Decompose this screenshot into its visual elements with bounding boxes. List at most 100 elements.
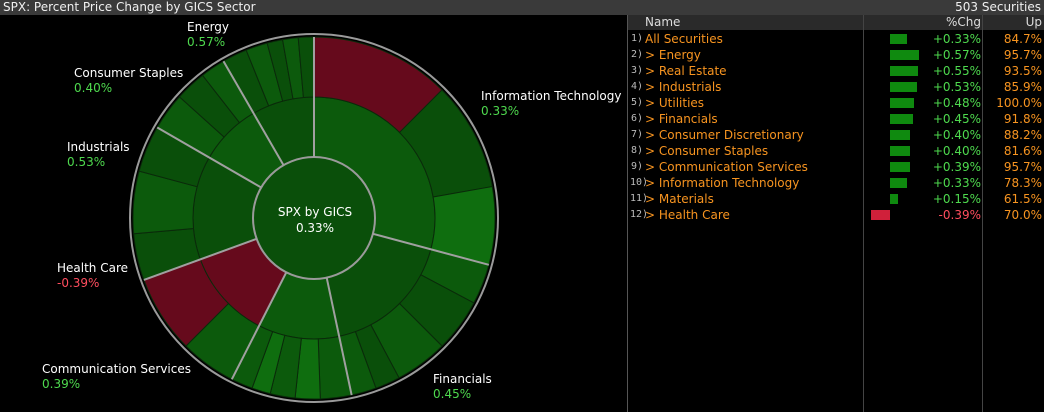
change-bar <box>890 98 914 108</box>
sector-label-health-care[interactable]: Health Care -0.39% <box>57 261 128 291</box>
row-up-pct: 85.9% <box>1003 80 1042 94</box>
sector-label-name: Energy <box>187 20 230 34</box>
row-change: +0.15% <box>932 192 981 206</box>
table-row[interactable]: 1) All Securities +0.33% 84.7% <box>628 31 1044 47</box>
row-name[interactable]: > Materials <box>645 192 714 206</box>
row-up-pct: 70.0% <box>1003 208 1042 222</box>
sector-label-information-technology[interactable]: Information Technology 0.33% <box>481 89 622 119</box>
row-name[interactable]: All Securities <box>645 32 723 46</box>
row-index: 1) <box>630 33 643 44</box>
sector-label-pct: 0.57% <box>187 35 226 49</box>
row-change: +0.33% <box>932 32 981 46</box>
row-up-pct: 78.3% <box>1003 176 1042 190</box>
row-change: +0.40% <box>932 128 981 142</box>
change-bar <box>890 114 913 124</box>
sector-label-pct: 0.45% <box>433 387 472 401</box>
table-row[interactable]: 10) > Information Technology +0.33% 78.3% <box>628 175 1044 191</box>
sector-label-name: Information Technology <box>481 89 622 103</box>
row-index: 12) <box>630 209 649 220</box>
row-index: 2) <box>630 49 643 60</box>
sector-label-name: Communication Services <box>42 362 191 376</box>
sector-divider <box>372 232 490 266</box>
change-bar <box>890 66 918 76</box>
row-index: 5) <box>630 97 643 108</box>
row-name[interactable]: > Consumer Staples <box>645 144 769 158</box>
sector-label-name: Financials <box>433 372 492 386</box>
table-row[interactable]: 9) > Communication Services +0.39% 95.7% <box>628 159 1044 175</box>
row-name[interactable]: > Real Estate <box>645 64 727 78</box>
table-row[interactable]: 11) > Materials +0.15% 61.5% <box>628 191 1044 207</box>
sector-label-consumer-staples[interactable]: Consumer Staples 0.40% <box>74 66 183 96</box>
table-row[interactable]: 6) > Financials +0.45% 91.8% <box>628 111 1044 127</box>
row-change: +0.55% <box>932 64 981 78</box>
row-index: 4) <box>630 81 643 92</box>
row-up-pct: 81.6% <box>1003 144 1042 158</box>
sector-table: Name %Chg Up 1) All Securities +0.33% 84.7%… <box>628 15 1044 412</box>
chart-center-label[interactable]: SPX by GICS 0.33% <box>250 204 380 236</box>
change-bar <box>890 194 898 204</box>
change-bar <box>890 162 910 172</box>
row-name[interactable]: > Financials <box>645 112 718 126</box>
sector-label-energy[interactable]: Energy 0.57% <box>187 20 229 50</box>
sunburst-svg <box>129 33 499 403</box>
col-header-up[interactable]: Up <box>1025 15 1042 29</box>
row-name[interactable]: > Utilities <box>645 96 705 110</box>
col-header-chg[interactable]: %Chg <box>945 15 981 29</box>
row-up-pct: 61.5% <box>1003 192 1042 206</box>
row-change: +0.40% <box>932 144 981 158</box>
table-header: Name %Chg Up <box>628 15 1044 30</box>
row-up-pct: 100.0% <box>996 96 1042 110</box>
change-bar <box>890 130 910 140</box>
sunburst-chart: SPX by GICS 0.33% Energy 0.57% Consumer … <box>0 15 627 412</box>
table-row[interactable]: 12) > Health Care -0.39% 70.0% <box>628 207 1044 223</box>
row-up-pct: 95.7% <box>1003 48 1042 62</box>
row-index: 10) <box>630 177 649 188</box>
sector-divider <box>156 126 262 189</box>
sector-label-pct: 0.40% <box>74 81 113 95</box>
row-index: 9) <box>630 161 643 172</box>
row-up-pct: 93.5% <box>1003 64 1042 78</box>
column-divider <box>982 15 983 412</box>
row-name[interactable]: > Consumer Discretionary <box>645 128 804 142</box>
change-bar <box>870 210 890 220</box>
row-change: +0.57% <box>932 48 981 62</box>
sector-label-financials[interactable]: Financials 0.45% <box>433 372 492 402</box>
change-bar <box>890 146 910 156</box>
row-up-pct: 91.8% <box>1003 112 1042 126</box>
sector-label-pct: 0.33% <box>481 104 520 118</box>
column-divider <box>863 15 864 412</box>
table-row[interactable]: 4) > Industrials +0.53% 85.9% <box>628 79 1044 95</box>
table-row[interactable]: 5) > Utilities +0.48% 100.0% <box>628 95 1044 111</box>
table-row[interactable]: 7) > Consumer Discretionary +0.40% 88.2% <box>628 127 1044 143</box>
table-row[interactable]: 2) > Energy +0.57% 95.7% <box>628 47 1044 63</box>
change-bar <box>890 34 907 44</box>
change-bar <box>890 50 919 60</box>
row-change: +0.48% <box>932 96 981 110</box>
securities-count: 503 Securities <box>955 0 1041 14</box>
sector-label-industrials[interactable]: Industrials 0.53% <box>67 140 130 170</box>
sector-label-name: Health Care <box>57 261 129 275</box>
row-change: +0.45% <box>932 112 981 126</box>
row-name[interactable]: > Health Care <box>645 208 730 222</box>
row-name[interactable]: > Information Technology <box>645 176 800 190</box>
row-name[interactable]: > Industrials <box>645 80 722 94</box>
sector-divider <box>222 60 285 166</box>
row-up-pct: 88.2% <box>1003 128 1042 142</box>
sector-label-pct: -0.39% <box>57 276 100 290</box>
table-row[interactable]: 8) > Consumer Staples +0.40% 81.6% <box>628 143 1044 159</box>
sector-label-name: Consumer Staples <box>74 66 184 80</box>
sector-divider <box>325 277 353 396</box>
row-up-pct: 95.7% <box>1003 160 1042 174</box>
row-change: +0.33% <box>932 176 981 190</box>
sector-label-pct: 0.53% <box>67 155 106 169</box>
change-bar <box>890 178 907 188</box>
row-name[interactable]: > Communication Services <box>645 160 808 174</box>
col-header-name[interactable]: Name <box>645 15 681 29</box>
row-name[interactable]: > Energy <box>645 48 701 62</box>
sector-label-communication-services[interactable]: Communication Services 0.39% <box>42 362 191 392</box>
row-index: 7) <box>630 129 643 140</box>
center-value: 0.33% <box>295 221 335 235</box>
table-row[interactable]: 3) > Real Estate +0.55% 93.5% <box>628 63 1044 79</box>
center-title: SPX by GICS <box>277 205 353 219</box>
chart-outer-ring <box>129 33 499 403</box>
